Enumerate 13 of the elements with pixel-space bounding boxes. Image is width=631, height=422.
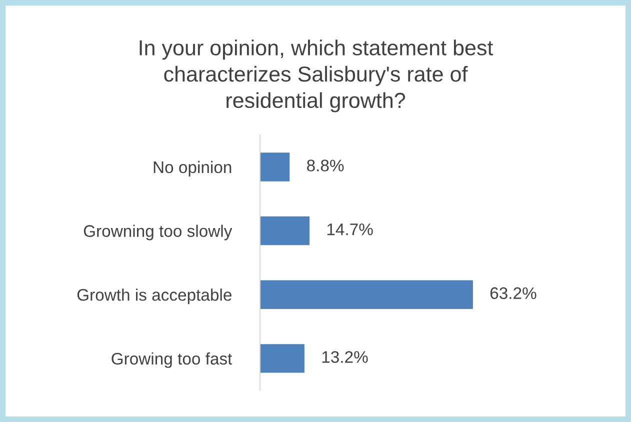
- bar: [260, 344, 304, 373]
- data-label: 14.7%: [327, 224, 373, 236]
- bar: [260, 280, 473, 309]
- data-label: 63.2%: [490, 287, 536, 300]
- y-tick-label: No opinion: [154, 160, 232, 176]
- chart-title: In your opinion, which statement best characterizes Salisbury's rate of residential growth?: [140, 40, 494, 112]
- bar: [260, 216, 310, 246]
- data-label: 13.2%: [322, 351, 368, 363]
- y-tick-label: Growing too fast: [112, 352, 232, 368]
- bar: [260, 152, 290, 182]
- y-tick-label: Growning too slowly: [84, 224, 232, 240]
- y-tick-label: Growth is acceptable: [77, 288, 232, 304]
- data-label: 8.8%: [307, 160, 344, 172]
